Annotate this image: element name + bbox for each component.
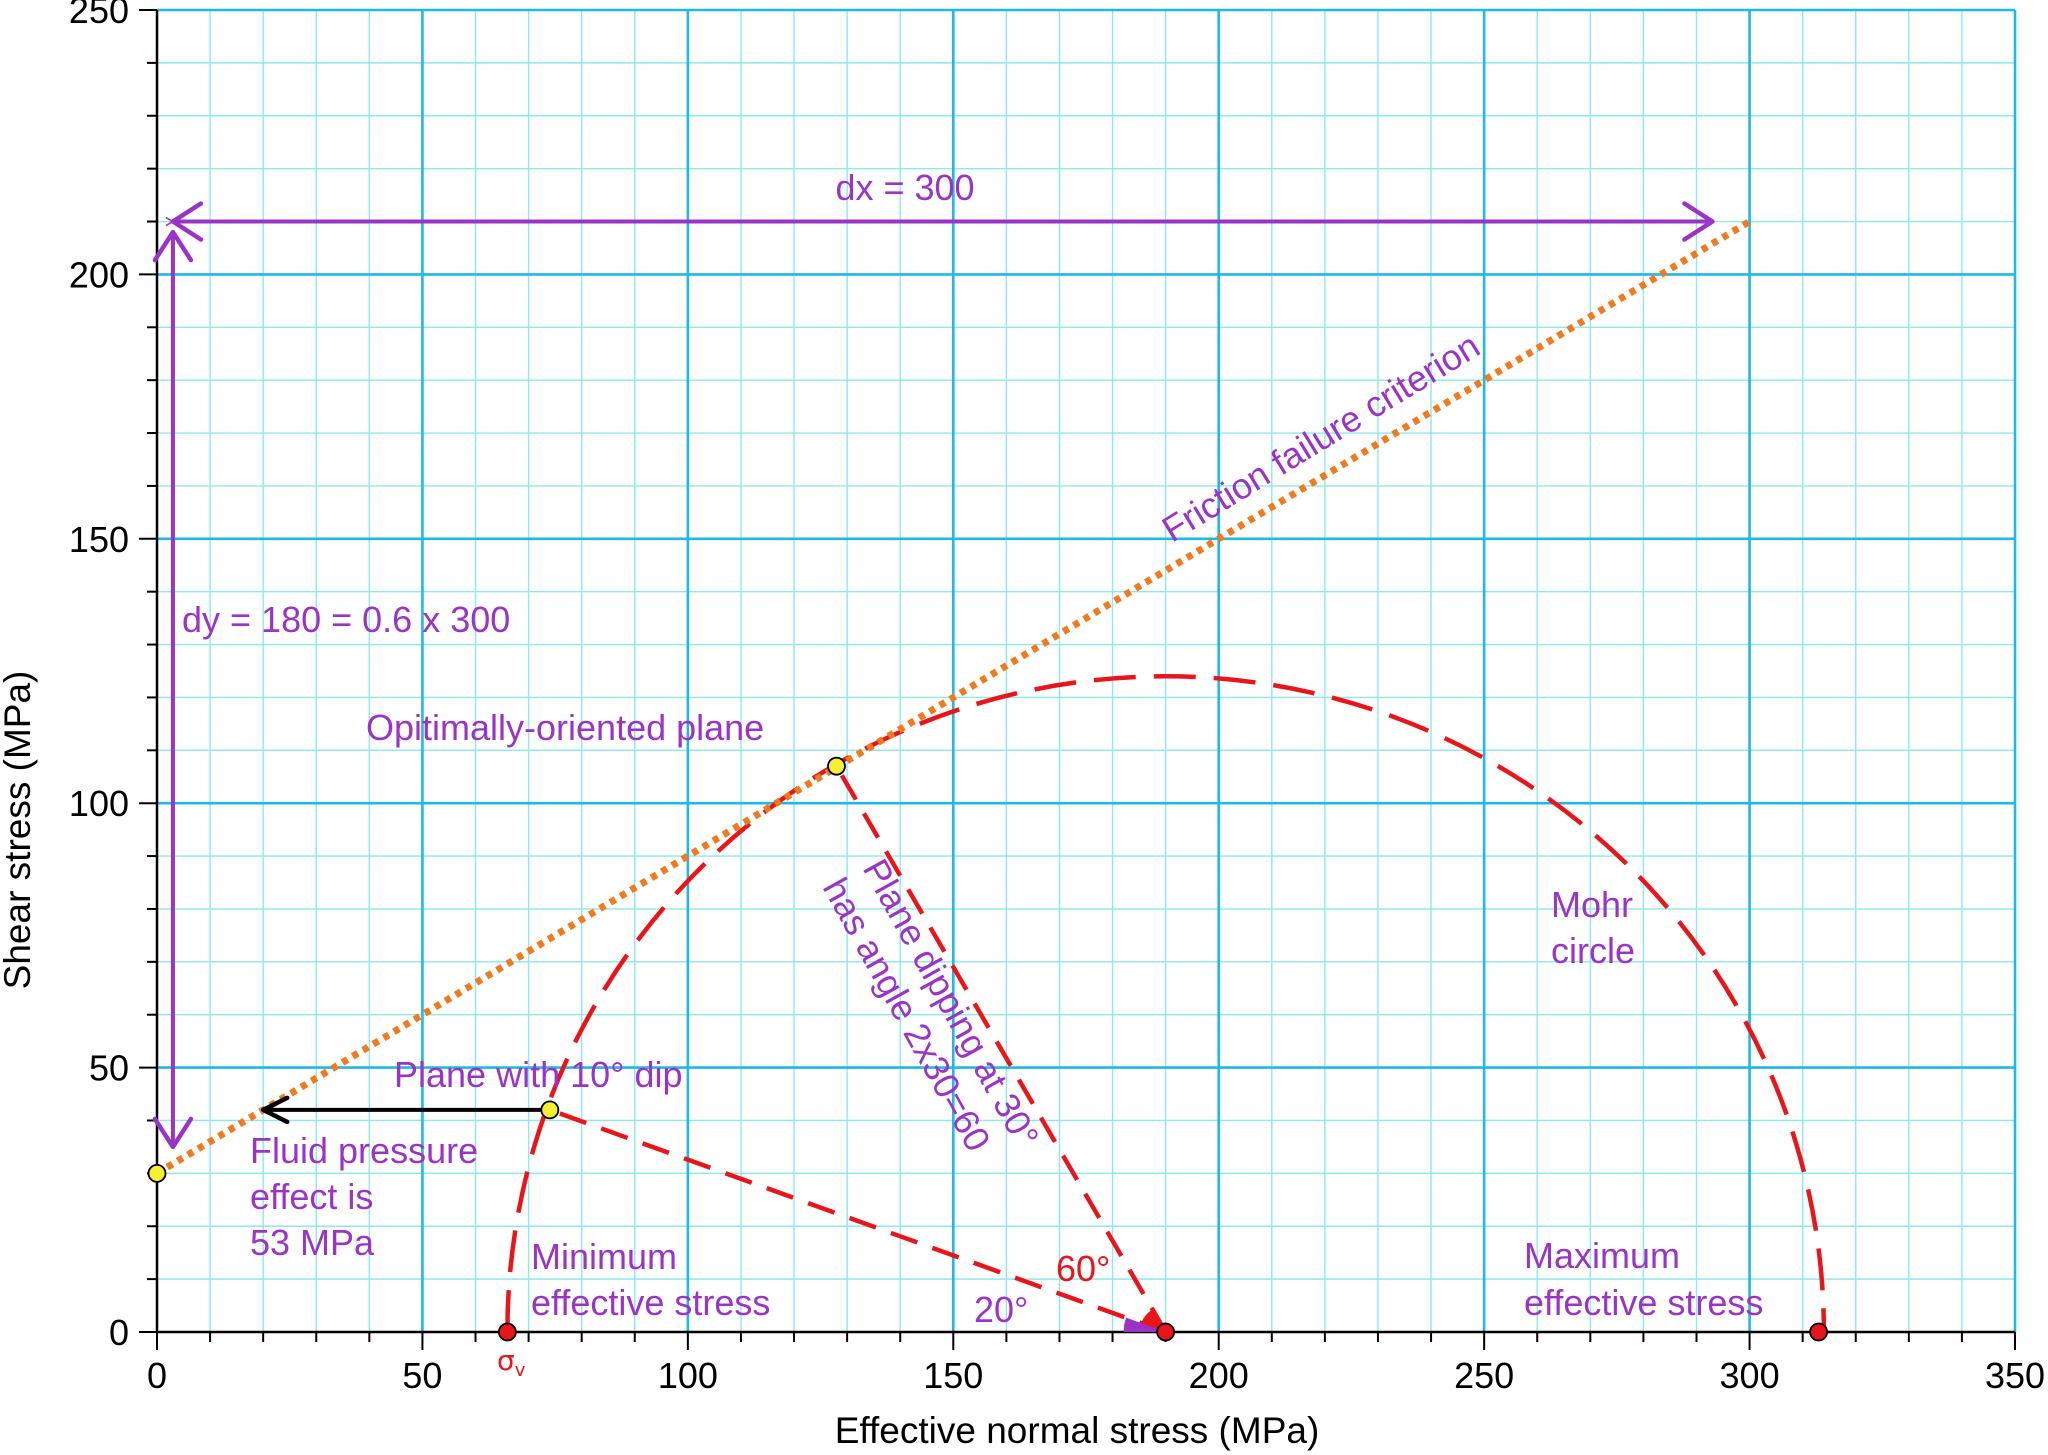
- fluid-pressure-arrowhead: [260, 1095, 290, 1125]
- x-tick-label: 250: [1454, 1355, 1514, 1396]
- data-point: [1809, 1322, 1828, 1342]
- min-stress-label-2: effective stress: [531, 1282, 770, 1323]
- data-point: [147, 1163, 167, 1183]
- y-tick-label: 0: [109, 1312, 129, 1353]
- radius-line: [834, 765, 1168, 1334]
- data-point: [497, 1322, 517, 1342]
- sigma-v-label: σv: [497, 1344, 526, 1381]
- ticks: [139, 9, 2016, 1350]
- point-markers: [147, 756, 1828, 1342]
- plane-10-label: Plane with 10° dip: [394, 1054, 683, 1095]
- max-stress-label-2: effective stress: [1524, 1282, 1763, 1323]
- fluid-label-2: effect is: [250, 1176, 373, 1217]
- data-point: [1156, 1322, 1176, 1342]
- dx-arrowhead-left: [170, 201, 204, 242]
- x-tick-label: 50: [402, 1355, 442, 1396]
- dy-arrowhead-bottom: [152, 1116, 194, 1150]
- x-axis-title: Effective normal stress (MPa): [835, 1410, 1320, 1451]
- x-tick-label: 0: [147, 1355, 167, 1396]
- sigma-symbol: σ: [497, 1344, 515, 1377]
- data-point: [540, 1100, 560, 1120]
- min-stress-label-1: Minimum: [531, 1236, 677, 1277]
- y-tick-label: 50: [89, 1048, 129, 1089]
- tick-labels: 0 50 100 150 200 250 300 350 0 50 100 150 200 250: [69, 0, 2045, 1396]
- dy-label: dy = 180 = 0.6 x 300: [182, 599, 510, 640]
- x-tick-label: 350: [1985, 1355, 2045, 1396]
- axes: [155, 10, 2015, 1334]
- mohr-label-1: Mohr: [1551, 884, 1633, 925]
- data-point: [827, 756, 846, 776]
- y-tick-label: 100: [69, 783, 129, 824]
- fluid-label-3: 53 MPa: [250, 1222, 375, 1263]
- y-axis-title: Shear stress (MPa): [0, 671, 38, 990]
- y-tick-label: 200: [69, 254, 129, 295]
- angle-20-wedge: [1123, 1317, 1166, 1332]
- series-layer: [152, 201, 1824, 1335]
- x-tick-label: 200: [1189, 1355, 1249, 1396]
- dx-label: dx = 300: [835, 167, 974, 208]
- radius-line: [549, 1107, 1167, 1335]
- x-tick-label: 100: [658, 1355, 718, 1396]
- friction-failure-line: [155, 218, 1752, 1177]
- max-stress-label-1: Maximum: [1524, 1235, 1680, 1276]
- friction-label: Friction failure criterion: [1155, 325, 1487, 550]
- sigma-subscript: v: [515, 1360, 526, 1381]
- dx-arrowhead-right: [1682, 201, 1715, 242]
- y-tick-label: 250: [69, 0, 129, 31]
- x-tick-label: 150: [923, 1355, 983, 1396]
- dy-arrowhead-top: [152, 229, 194, 263]
- y-tick-label: 150: [69, 519, 129, 560]
- optimal-plane-label: Opitimally-oriented plane: [366, 707, 764, 748]
- x-tick-label: 300: [1720, 1355, 1780, 1396]
- angle-20-label: 20°: [974, 1289, 1028, 1330]
- mohr-label-2: circle: [1551, 930, 1635, 971]
- angle-60-label: 60°: [1056, 1248, 1110, 1289]
- fluid-label-1: Fluid pressure: [250, 1130, 478, 1171]
- major-gridlines: [157, 8, 2017, 1332]
